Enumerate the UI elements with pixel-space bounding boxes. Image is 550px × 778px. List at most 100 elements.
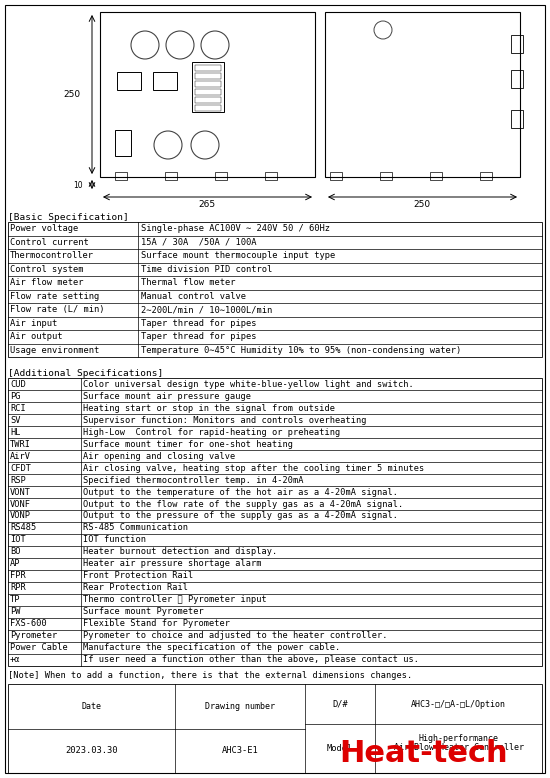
Text: Drawing number: Drawing number [205, 702, 275, 711]
Text: AirV: AirV [10, 451, 31, 461]
Text: Usage environment: Usage environment [10, 345, 99, 355]
Bar [117, 72, 141, 90]
Text: TWRI: TWRI [10, 440, 31, 448]
Text: CUD: CUD [10, 380, 26, 388]
Text: Thermocontroller: Thermocontroller [10, 251, 94, 261]
Bar [330, 172, 342, 180]
Text: Heater air pressure shortage alarm: Heater air pressure shortage alarm [83, 559, 261, 569]
Text: PG: PG [10, 391, 20, 401]
Text: RS-485 Communication: RS-485 Communication [83, 524, 188, 532]
Text: Air Blow Heater Controller: Air Blow Heater Controller [393, 743, 524, 752]
Bar [8, 222, 542, 357]
Text: Air output: Air output [10, 332, 63, 342]
Text: Air input: Air input [10, 319, 57, 328]
Bar [430, 172, 442, 180]
Bar [195, 89, 221, 95]
Bar [100, 12, 315, 177]
Text: Specified thermocontroller temp. in 4-20mA: Specified thermocontroller temp. in 4-20… [83, 475, 304, 485]
Text: Control current: Control current [10, 238, 89, 247]
Bar [195, 81, 221, 87]
Text: Pyrometer to choice and adjusted to the heater controller.: Pyrometer to choice and adjusted to the … [83, 632, 388, 640]
Text: TP: TP [10, 595, 20, 605]
Text: Flexible Stand for Pyrometer: Flexible Stand for Pyrometer [83, 619, 230, 629]
Text: Rear Protection Rail: Rear Protection Rail [83, 584, 188, 593]
Text: AHC3-E1: AHC3-E1 [222, 746, 258, 755]
Text: Model: Model [327, 744, 353, 753]
Bar [8, 684, 542, 773]
Text: Thermal flow meter: Thermal flow meter [141, 279, 235, 287]
Text: Taper thread for pipes: Taper thread for pipes [141, 319, 256, 328]
Text: Power Cable: Power Cable [10, 643, 68, 653]
Text: 250: 250 [414, 199, 431, 209]
Text: Single-phase AC100V ∼ 240V 50 / 60Hz: Single-phase AC100V ∼ 240V 50 / 60Hz [141, 224, 330, 233]
Text: Surface mount timer for one-shot heating: Surface mount timer for one-shot heating [83, 440, 293, 448]
Text: +α: +α [10, 656, 20, 664]
Bar [192, 62, 224, 112]
Bar [115, 172, 127, 180]
Bar [511, 70, 523, 88]
Bar [195, 73, 221, 79]
Text: VONT: VONT [10, 488, 31, 496]
Text: High-Low  Control for rapid-heating or preheating: High-Low Control for rapid-heating or pr… [83, 427, 340, 436]
Bar [511, 35, 523, 53]
Bar [480, 172, 492, 180]
Text: Heating start or stop in the signal from outside: Heating start or stop in the signal from… [83, 404, 335, 412]
Text: Flow rate setting: Flow rate setting [10, 292, 99, 301]
Text: Pyrometer: Pyrometer [10, 632, 57, 640]
Text: RCI: RCI [10, 404, 26, 412]
Text: [Basic Specification]: [Basic Specification] [8, 213, 129, 222]
Text: PW: PW [10, 608, 20, 616]
Text: Front Protection Rail: Front Protection Rail [83, 572, 193, 580]
Text: Output to the temperature of the hot air as a 4-20mA signal.: Output to the temperature of the hot air… [83, 488, 398, 496]
Bar [8, 378, 542, 666]
Text: VONF: VONF [10, 499, 31, 509]
Text: CFDT: CFDT [10, 464, 31, 472]
Text: Thermo controller ； Pyrometer input: Thermo controller ； Pyrometer input [83, 595, 267, 605]
Text: VONP: VONP [10, 511, 31, 520]
Text: 10: 10 [73, 180, 83, 190]
Bar [215, 172, 227, 180]
Text: Output to the flow rate of the supply gas as a 4-20mA signal.: Output to the flow rate of the supply ga… [83, 499, 403, 509]
Text: BO: BO [10, 548, 20, 556]
Text: Temperature 0∼45°C Humidity 10% to 95% (non-condensing water): Temperature 0∼45°C Humidity 10% to 95% (… [141, 345, 461, 355]
Text: RS485: RS485 [10, 524, 36, 532]
Text: FXS-600: FXS-600 [10, 619, 47, 629]
Text: IOT function: IOT function [83, 535, 146, 545]
Text: High-performance: High-performance [419, 734, 498, 743]
Text: IOT: IOT [10, 535, 26, 545]
Text: Air closing valve, heating stop after the cooling timer 5 minutes: Air closing valve, heating stop after th… [83, 464, 424, 472]
Text: Color universal design type white-blue-yellow light and switch.: Color universal design type white-blue-y… [83, 380, 414, 388]
Text: Output to the pressure of the supply gas as a 4-20mA signal.: Output to the pressure of the supply gas… [83, 511, 398, 520]
Text: 2023.03.30: 2023.03.30 [65, 746, 118, 755]
Text: Time division PID control: Time division PID control [141, 265, 272, 274]
Text: Heater burnout detection and display.: Heater burnout detection and display. [83, 548, 277, 556]
Bar [195, 105, 221, 111]
Text: If user need a function other than the above, please contact us.: If user need a function other than the a… [83, 656, 419, 664]
Text: AHC3-□/□A-□L/Option: AHC3-□/□A-□L/Option [411, 699, 506, 709]
Bar [165, 172, 177, 180]
Text: Date: Date [81, 702, 102, 711]
Bar [195, 97, 221, 103]
Text: Surface mount thermocouple input type: Surface mount thermocouple input type [141, 251, 336, 261]
Bar [115, 130, 131, 156]
Text: D/#: D/# [332, 699, 348, 709]
Bar [380, 172, 392, 180]
Bar [325, 12, 520, 177]
Text: Manufacture the specification of the power cable.: Manufacture the specification of the pow… [83, 643, 340, 653]
Text: Surface mount air pressure gauge: Surface mount air pressure gauge [83, 391, 251, 401]
Text: Supervisor function: Monitors and controls overheating: Supervisor function: Monitors and contro… [83, 415, 366, 425]
Text: RPR: RPR [10, 584, 26, 593]
Text: Heat-tech: Heat-tech [339, 739, 508, 768]
Bar [153, 72, 177, 90]
Text: Flow rate (L/ min): Flow rate (L/ min) [10, 305, 104, 314]
Text: SV: SV [10, 415, 20, 425]
Text: AP: AP [10, 559, 20, 569]
Text: Power voltage: Power voltage [10, 224, 78, 233]
Text: 265: 265 [199, 199, 216, 209]
Text: 2∼200L/min / 10∼1000L/min: 2∼200L/min / 10∼1000L/min [141, 305, 272, 314]
Text: Air opening and closing valve: Air opening and closing valve [83, 451, 235, 461]
Text: 15A / 30A  /50A / 100A: 15A / 30A /50A / 100A [141, 238, 256, 247]
Bar [511, 110, 523, 128]
Text: Surface mount Pyrometer: Surface mount Pyrometer [83, 608, 204, 616]
Text: Control system: Control system [10, 265, 84, 274]
